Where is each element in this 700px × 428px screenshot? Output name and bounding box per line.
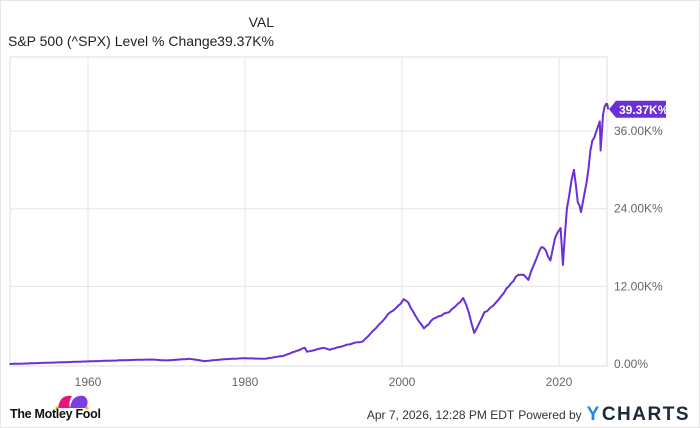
last-value-badge: 39.37K% [609,100,669,118]
y-tick-label: 12.00K% [614,279,663,293]
plot-border [9,56,608,367]
y-tick-label: 36.00K% [614,124,663,138]
jester-hat-icon [55,395,89,410]
x-tick-label: 2020 [546,375,573,389]
timestamp: Apr 7, 2026, 12:28 PM EDT [366,408,515,422]
series-line[interactable] [9,102,610,365]
legend-series-value: 39.37K% [217,33,274,49]
x-tick-label: 2000 [389,375,416,389]
legend-column-header: VAL [248,14,274,30]
y-tick-label: 24.00K% [614,202,663,216]
x-axis: 1960 1980 2000 2020 [75,375,573,389]
ycharts-logo[interactable]: Y CHARTS [587,404,690,426]
ycharts-wordmark: CHARTS [601,404,690,425]
legend-series-name[interactable]: S&P 500 (^SPX) Level % Change [8,33,218,49]
motley-fool-logo[interactable]: The Motley Fool [10,392,110,422]
ycharts-y-mark: Y [586,404,601,425]
x-tick-label: 1960 [75,375,102,389]
brand-name: The Motley Fool [10,407,101,421]
badge-shape [609,100,666,118]
plot-grid [9,56,608,367]
x-tick-label: 1980 [232,375,259,389]
footer-attribution: Apr 7, 2026, 12:28 PM EDT Powered by Y C… [367,404,690,426]
badge-value: 39.37K% [619,103,669,117]
y-axis: 0.00% 12.00K% 24.00K% 36.00K% [614,124,663,371]
powered-by-label: Powered by [518,408,582,422]
y-tick-label: 0.00% [614,357,648,371]
